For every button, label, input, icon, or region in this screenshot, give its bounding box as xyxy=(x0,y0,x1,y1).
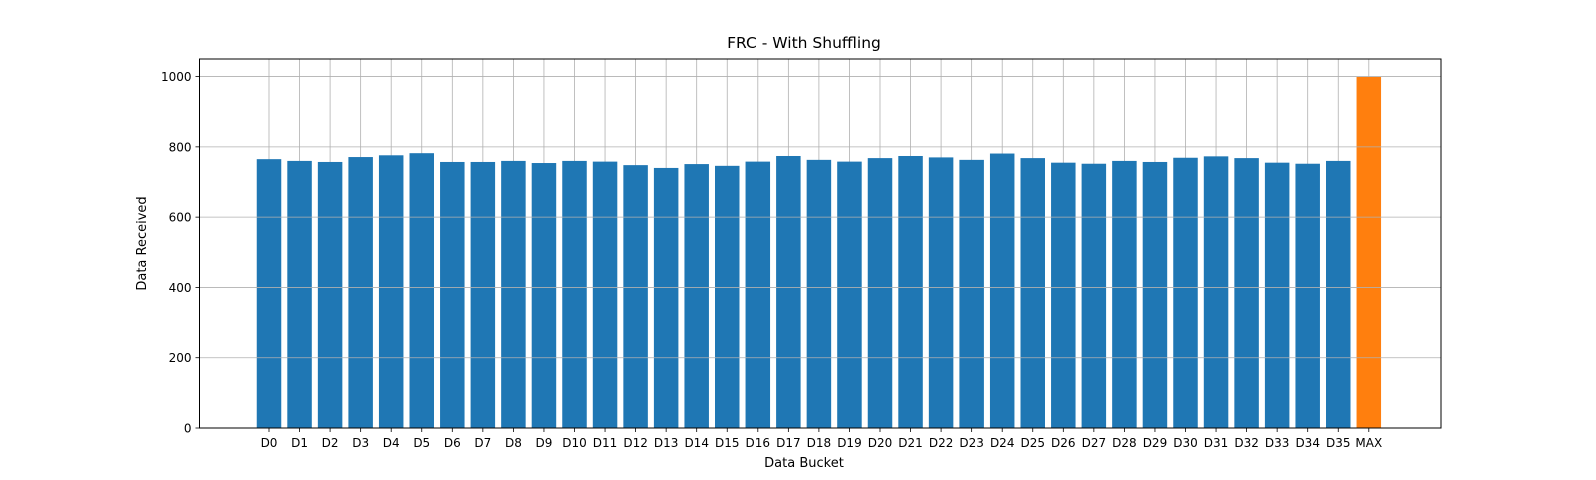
y-axis-title: Data Received xyxy=(135,196,150,290)
y-tick-label: 800 xyxy=(169,140,192,154)
bar-max xyxy=(1356,76,1382,429)
x-tick-label: D23 xyxy=(959,436,984,450)
bar-d12 xyxy=(623,165,648,429)
bar-d16 xyxy=(745,161,771,429)
x-tick-label: D24 xyxy=(990,436,1015,450)
x-tick-label: D27 xyxy=(1082,436,1107,450)
bar-d10 xyxy=(562,160,587,428)
x-tick-label: D11 xyxy=(593,436,618,450)
bar-d15 xyxy=(715,165,740,428)
bar-d6 xyxy=(440,161,465,428)
x-tick-label: D17 xyxy=(776,436,801,450)
x-tick-label: D12 xyxy=(623,436,648,450)
x-tick-label: D5 xyxy=(413,436,430,450)
x-tick-label: D33 xyxy=(1265,436,1290,450)
x-axis-title: Data Bucket xyxy=(764,456,844,471)
bar-d11 xyxy=(592,161,618,429)
bar-d2 xyxy=(317,161,343,428)
x-tick-label: D4 xyxy=(383,436,400,450)
x-tick-label: D1 xyxy=(291,436,308,450)
x-tick-label: D19 xyxy=(837,436,862,450)
y-tick-label: 0 xyxy=(184,422,192,436)
x-tick-label: D30 xyxy=(1173,436,1198,450)
plot-frame xyxy=(199,58,1442,429)
x-tick-label: D15 xyxy=(715,436,740,450)
bar-d35 xyxy=(1326,160,1351,428)
bar-d0 xyxy=(256,159,282,428)
x-tick-label: D3 xyxy=(352,436,369,450)
bar-d3 xyxy=(348,157,373,428)
bar-d24 xyxy=(989,153,1015,428)
bar-d19 xyxy=(837,161,862,429)
bars-layer xyxy=(199,76,1441,429)
x-tick-label: D22 xyxy=(929,436,954,450)
x-tick-label: D25 xyxy=(1020,436,1045,450)
y-tick-label: 1000 xyxy=(161,70,192,84)
bar-d5 xyxy=(409,153,434,428)
bar-d21 xyxy=(898,155,923,428)
bar-d1 xyxy=(287,160,312,428)
x-tick-label: MAX xyxy=(1355,436,1382,450)
x-tick-label: D16 xyxy=(746,436,771,450)
bar-d22 xyxy=(928,157,954,428)
bar-d26 xyxy=(1051,162,1076,428)
x-tick-label: D29 xyxy=(1143,436,1168,450)
x-tick-label: D6 xyxy=(444,436,461,450)
x-tick-label: D9 xyxy=(536,436,553,450)
bar-d8 xyxy=(501,160,526,428)
bar-d13 xyxy=(653,167,679,428)
x-tick-label: D2 xyxy=(322,436,339,450)
x-tick-label: D8 xyxy=(505,436,522,450)
chart-title: FRC - With Shuffling xyxy=(727,34,881,52)
x-tick-label: D10 xyxy=(562,436,587,450)
x-tick-label: D32 xyxy=(1234,436,1259,450)
bar-d32 xyxy=(1234,158,1259,429)
bar-d31 xyxy=(1203,156,1229,429)
bar-d20 xyxy=(867,158,893,429)
bar-d7 xyxy=(470,161,496,428)
bar-d9 xyxy=(531,163,557,428)
bar-d25 xyxy=(1020,158,1045,429)
bar-d14 xyxy=(684,164,709,428)
y-tick-label: 600 xyxy=(169,211,192,225)
bar-d34 xyxy=(1295,163,1320,428)
x-tick-label: D0 xyxy=(261,436,278,450)
bar-d27 xyxy=(1081,163,1107,428)
x-tick-label: D14 xyxy=(684,436,709,450)
x-tick-label: D20 xyxy=(868,436,893,450)
bar-d4 xyxy=(378,155,404,428)
bar-d17 xyxy=(776,155,801,428)
x-tick-label: D21 xyxy=(898,436,923,450)
x-tick-label: D18 xyxy=(807,436,832,450)
bar-d29 xyxy=(1142,161,1168,428)
x-tick-label: D31 xyxy=(1204,436,1229,450)
y-axis: 0 200 400 600 800 1000 xyxy=(161,70,200,436)
bar-d18 xyxy=(806,159,832,429)
x-tick-label: D26 xyxy=(1051,436,1076,450)
x-tick-label: D7 xyxy=(474,436,491,450)
y-tick-label: 400 xyxy=(169,281,192,295)
x-tick-label: D35 xyxy=(1326,436,1351,450)
bar-d33 xyxy=(1264,162,1290,428)
x-axis: D0 D1 D2 D3 D4 D5 D6 D7 D8 D9 D10 D11 D12 D13 D14 D15 D1… xyxy=(261,428,1382,450)
bar-d28 xyxy=(1112,160,1137,428)
x-tick-label: D28 xyxy=(1112,436,1137,450)
y-tick-label: 200 xyxy=(169,351,192,365)
x-tick-label: D34 xyxy=(1295,436,1320,450)
bar-d23 xyxy=(959,159,984,429)
bar-d30 xyxy=(1173,157,1198,428)
x-tick-label: D13 xyxy=(654,436,679,450)
